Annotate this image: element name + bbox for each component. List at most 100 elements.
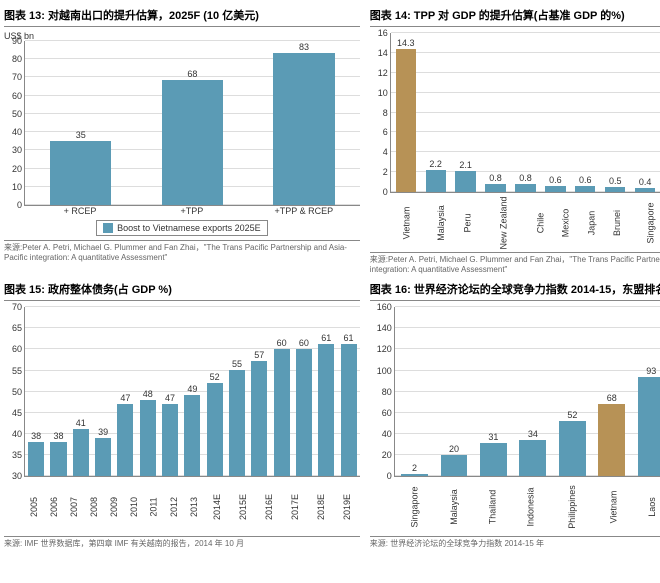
y-tick-label: 10 bbox=[378, 88, 391, 98]
bar-column: 49 bbox=[181, 307, 203, 476]
bar-value-label: 41 bbox=[76, 418, 86, 428]
y-tick-label: 70 bbox=[12, 72, 25, 82]
bar-column: 41 bbox=[70, 307, 92, 476]
y-tick-label: 65 bbox=[12, 323, 25, 333]
chart-16: 020406080100120140160220313452689395134 … bbox=[394, 307, 660, 532]
x-tick-label: Malaysia bbox=[435, 205, 445, 241]
bar-column: 2 bbox=[395, 307, 434, 476]
x-tick-label: 2013 bbox=[189, 497, 199, 517]
chart-13-title: 图表 13: 对越南出口的提升估算，2025F (10 亿美元) bbox=[4, 4, 360, 27]
bar-column: 2.1 bbox=[451, 33, 481, 192]
x-label-container: Peru bbox=[458, 193, 477, 248]
bar bbox=[207, 383, 223, 477]
bar bbox=[73, 429, 89, 476]
bar-value-label: 60 bbox=[299, 338, 309, 348]
x-tick-label: 2019E bbox=[342, 494, 352, 520]
bar-column: 2.2 bbox=[421, 33, 451, 192]
y-tick-label: 10 bbox=[12, 182, 25, 192]
bar-value-label: 83 bbox=[299, 42, 309, 52]
bar-column: 57 bbox=[248, 307, 270, 476]
bar-column: 0.6 bbox=[540, 33, 570, 192]
x-label-container: 2005 bbox=[24, 477, 44, 532]
bar bbox=[274, 349, 290, 477]
y-tick-label: 60 bbox=[12, 91, 25, 101]
bar bbox=[229, 370, 245, 476]
bar-value-label: 68 bbox=[187, 69, 197, 79]
y-tick-label: 16 bbox=[378, 28, 391, 38]
bar bbox=[251, 361, 267, 476]
bar-column: 0.8 bbox=[481, 33, 511, 192]
bar-value-label: 2.1 bbox=[459, 160, 472, 170]
bar-column: 61 bbox=[315, 307, 337, 476]
x-label-container: 2011 bbox=[144, 477, 163, 532]
chart-13: 0102030405060708090356883 + RCEP+TPP+TPP… bbox=[24, 41, 360, 216]
bar bbox=[273, 53, 334, 205]
bar bbox=[95, 438, 111, 476]
bar bbox=[341, 344, 357, 476]
bar-column: 39 bbox=[92, 307, 114, 476]
chart-16-title: 图表 16: 世界经济论坛的全球竞争力指数 2014-15，东盟排名 bbox=[370, 278, 660, 301]
x-tick-label: Brunei bbox=[612, 210, 622, 236]
y-tick-label: 60 bbox=[12, 344, 25, 354]
bar-value-label: 55 bbox=[232, 359, 242, 369]
y-tick-label: 80 bbox=[12, 54, 25, 64]
y-tick-label: 35 bbox=[12, 450, 25, 460]
x-label-container: Vietnam bbox=[390, 193, 423, 248]
bar-column: 52 bbox=[553, 307, 592, 476]
bar bbox=[318, 344, 334, 476]
bar-value-label: 0.4 bbox=[639, 177, 652, 187]
legend-swatch bbox=[103, 223, 113, 233]
plot-area: 14.32.22.10.80.80.60.60.50.40.20.10.1 bbox=[391, 33, 660, 192]
bar-value-label: 20 bbox=[449, 444, 459, 454]
y-tick-label: 50 bbox=[12, 109, 25, 119]
bar bbox=[162, 80, 223, 205]
bar bbox=[635, 188, 655, 192]
x-tick-label: Laos bbox=[646, 497, 656, 517]
bar bbox=[162, 404, 178, 476]
y-tick-label: 40 bbox=[12, 429, 25, 439]
x-tick-label: 2009 bbox=[109, 497, 119, 517]
y-tick-label: 60 bbox=[382, 408, 395, 418]
bar-column: 61 bbox=[337, 307, 359, 476]
bar-column: 34 bbox=[513, 307, 552, 476]
bar-value-label: 60 bbox=[277, 338, 287, 348]
bar-value-label: 38 bbox=[31, 431, 41, 441]
x-label-container: 2007 bbox=[64, 477, 84, 532]
bar bbox=[598, 404, 625, 476]
y-tick-label: 40 bbox=[12, 127, 25, 137]
bar-value-label: 35 bbox=[76, 130, 86, 140]
bar bbox=[519, 440, 546, 476]
bar-column: 48 bbox=[137, 307, 159, 476]
y-tick-label: 50 bbox=[12, 387, 25, 397]
bar-column: 60 bbox=[293, 307, 315, 476]
y-tick-label: 140 bbox=[377, 323, 395, 333]
bar-column: 20 bbox=[434, 307, 473, 476]
y-tick-label: 30 bbox=[12, 145, 25, 155]
chart-15: 3035404550556065703838413947484749525557… bbox=[24, 307, 360, 532]
x-label-container: 2018E bbox=[308, 477, 334, 532]
legend-label: Boost to Vietnamese exports 2025E bbox=[117, 223, 260, 233]
x-tick-label: Chile bbox=[535, 213, 545, 234]
bar bbox=[426, 170, 446, 192]
x-label-container: New Zealand bbox=[477, 193, 530, 248]
bar-value-label: 93 bbox=[646, 366, 656, 376]
x-tick-label: Peru bbox=[463, 213, 473, 232]
x-label-container: 2016E bbox=[256, 477, 282, 532]
bar-column: 35 bbox=[25, 41, 137, 205]
bar-value-label: 0.8 bbox=[519, 173, 532, 183]
x-tick-label: Malaysia bbox=[449, 489, 459, 525]
x-tick-label: 2014E bbox=[212, 494, 222, 520]
x-tick-label: Vietnam bbox=[401, 207, 411, 240]
bar bbox=[480, 443, 507, 476]
x-tick-label: 2008 bbox=[89, 497, 99, 517]
y-tick-label: 90 bbox=[12, 36, 25, 46]
x-tick-label: Indonesia bbox=[526, 488, 536, 527]
x-label-container: 2008 bbox=[84, 477, 104, 532]
bar-column: 47 bbox=[114, 307, 136, 476]
x-label-container: Singapore bbox=[630, 193, 660, 248]
x-label-container: 2017E bbox=[282, 477, 308, 532]
y-tick-label: 80 bbox=[382, 387, 395, 397]
x-tick-label: + RCEP bbox=[24, 206, 136, 216]
x-label-container: Malaysia bbox=[435, 477, 473, 532]
bar-column: 55 bbox=[226, 307, 248, 476]
